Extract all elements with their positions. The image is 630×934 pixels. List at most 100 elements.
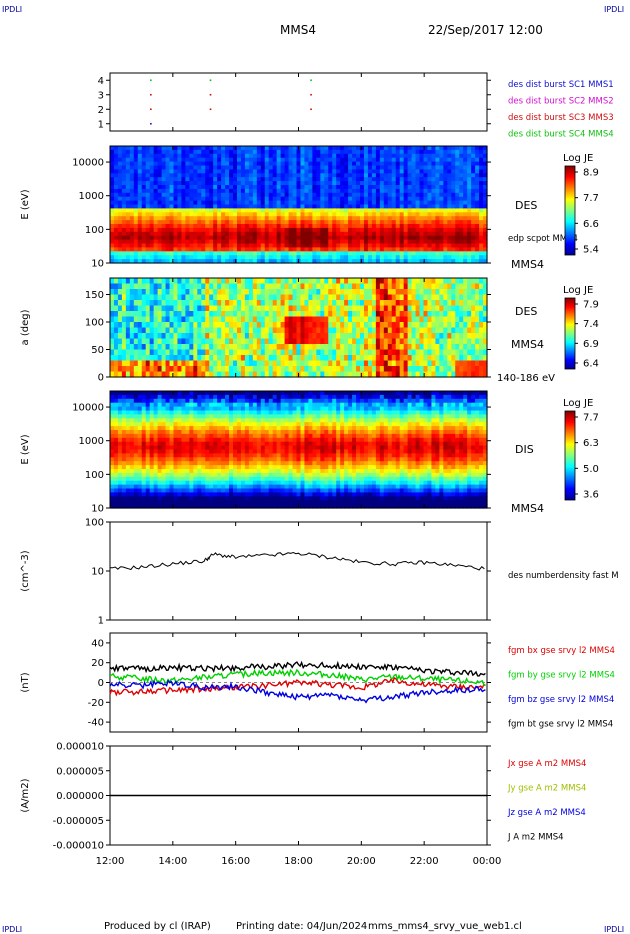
spectrogram-cell	[336, 188, 341, 194]
spectrogram-cell	[479, 259, 484, 264]
spectrogram-cell	[177, 243, 183, 248]
spectrogram-cell	[419, 153, 425, 159]
spectrogram-cell	[316, 251, 321, 256]
spectrogram-cell	[121, 437, 127, 443]
spectrogram-cell	[161, 216, 167, 221]
spectrogram-cell	[375, 294, 381, 301]
spectrogram-cell	[209, 322, 214, 329]
spectrogram-cell	[117, 422, 123, 427]
spectrogram-cell	[296, 149, 302, 155]
spectrogram-cell	[233, 173, 238, 178]
spectrogram-cell	[340, 333, 345, 340]
spectrogram-cell	[352, 327, 357, 334]
spectrogram-cell	[149, 224, 155, 229]
spectrogram-cell	[189, 153, 194, 159]
spectrogram-cell	[137, 338, 143, 345]
spectrogram-cell	[244, 181, 250, 186]
spectrogram-cell	[169, 177, 175, 182]
spectrogram-cell	[320, 157, 325, 163]
spectrogram-cell	[312, 188, 317, 194]
spectrogram-cell	[387, 355, 393, 362]
spectrogram-cell	[455, 235, 460, 241]
spectrogram-cell	[153, 208, 159, 213]
spectrogram-cell	[399, 204, 405, 209]
spectrogram-cell	[304, 247, 310, 252]
spectrogram-cell	[344, 251, 349, 256]
spectrogram-cell	[264, 283, 270, 290]
spectrogram-cell	[415, 344, 421, 351]
spectrogram-cell	[304, 251, 310, 256]
spectrogram-cell	[133, 305, 139, 312]
spectrogram-cell	[352, 360, 357, 367]
spectrogram-cell	[443, 327, 448, 334]
spectrogram-cell	[209, 161, 214, 167]
spectrogram-cell	[475, 316, 480, 323]
spectrogram-cell	[240, 146, 246, 151]
spectrogram-cell	[356, 366, 361, 373]
spectrogram-cell	[435, 344, 440, 351]
spectrogram-cell	[479, 216, 484, 221]
spectrogram-cell	[141, 418, 147, 423]
spectrogram-cell	[419, 181, 425, 186]
spectrogram-cell	[145, 492, 151, 497]
spectrogram-cell	[375, 177, 381, 182]
spectrogram-cell	[141, 204, 147, 209]
spectrogram-cell	[284, 208, 290, 213]
spectrogram-cell	[288, 177, 294, 182]
spectrogram-cell	[205, 200, 210, 206]
spectrogram-cell	[407, 289, 413, 296]
spectrogram-cell	[121, 161, 127, 167]
spectrogram-cell	[169, 204, 175, 209]
spectrogram-cell	[367, 220, 373, 225]
spectrogram-cell	[280, 227, 286, 233]
spectrogram-cell	[403, 173, 409, 178]
spectrogram-cell	[233, 349, 238, 356]
spectrogram-cell	[225, 259, 230, 264]
spectrogram-cell	[133, 457, 139, 462]
spectrogram-cell	[316, 243, 321, 248]
spectrogram-cell	[375, 283, 381, 290]
spectrogram-cell	[197, 366, 202, 373]
spectrogram-cell	[304, 196, 310, 202]
spectrogram-cell	[177, 231, 183, 237]
spectrogram-cell	[463, 316, 468, 323]
spectrogram-cell	[205, 173, 210, 178]
spectrogram-cell	[280, 316, 286, 323]
spectrogram-cell	[455, 161, 460, 167]
spectrogram-cell	[169, 294, 175, 301]
spectrogram-cell	[324, 255, 329, 260]
spectrogram-cell	[221, 327, 226, 334]
spectrogram-cell	[387, 231, 393, 237]
spacecraft-title: MMS4	[280, 23, 316, 37]
spectrogram-cell	[149, 426, 155, 431]
spectrogram-cell	[181, 224, 186, 229]
spectrogram-cell	[209, 243, 214, 248]
spectrogram-cell	[153, 422, 159, 427]
spectrogram-cell	[110, 169, 115, 174]
spectrogram-cell	[427, 338, 433, 345]
spectrogram-cell	[407, 220, 413, 225]
spectrogram-cell	[169, 322, 175, 329]
spectrogram-cell	[117, 414, 123, 419]
spectrogram-cell	[209, 185, 214, 190]
spectrogram-cell	[475, 344, 480, 351]
spectrogram-cell	[264, 200, 270, 206]
spectrogram-cell	[395, 338, 401, 345]
spectrogram-cell	[371, 208, 377, 213]
spectrogram-cell	[137, 496, 143, 501]
spectrogram-cell	[375, 344, 381, 351]
spectrogram-cell	[463, 161, 468, 167]
spectrogram-cell	[407, 204, 413, 209]
spectrogram-cell	[236, 161, 242, 167]
spectrogram-cell	[367, 278, 373, 285]
spectrogram-cell	[344, 278, 349, 285]
spectrogram-cell	[447, 169, 452, 174]
spectrogram-cell	[320, 208, 325, 213]
spectrogram-cell	[383, 300, 389, 307]
spectrogram-cell	[383, 243, 389, 248]
spectrogram-cell	[304, 192, 310, 198]
spectrogram-cell	[463, 185, 468, 190]
spectrogram-cell	[312, 204, 317, 209]
spectrogram-cell	[383, 322, 389, 329]
spectrogram-cell	[213, 305, 218, 312]
